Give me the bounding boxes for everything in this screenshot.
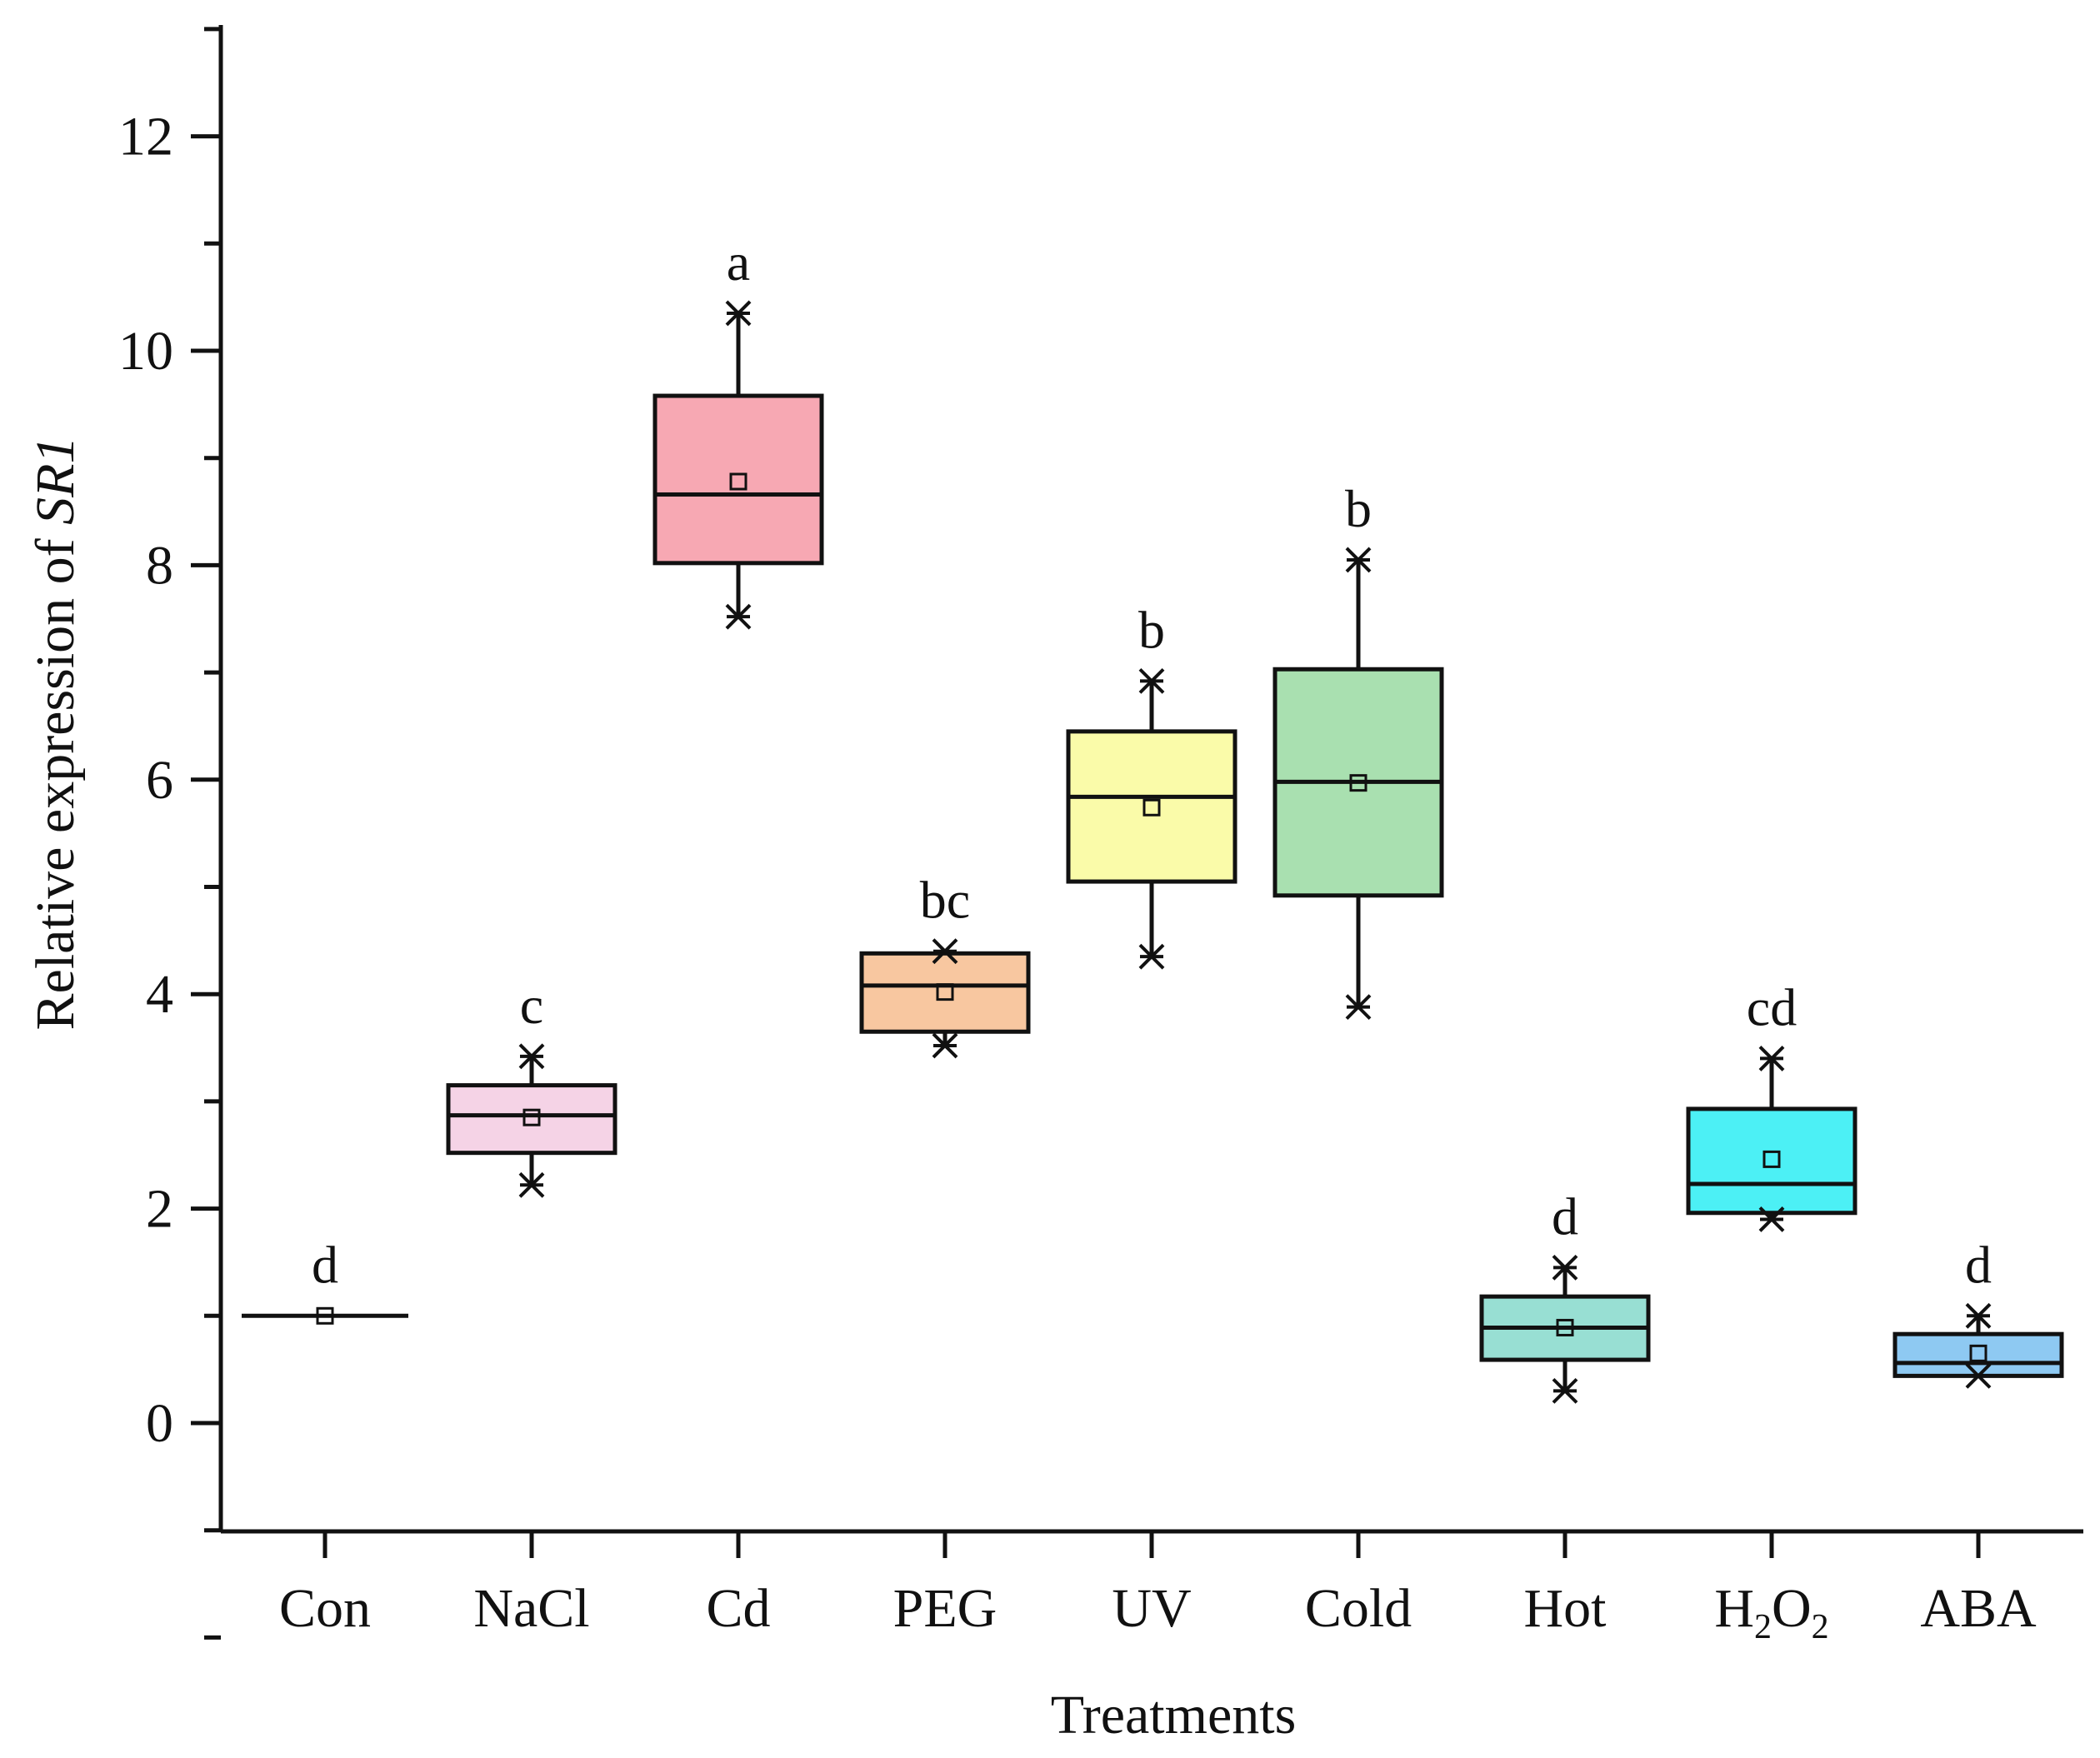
- box-hot: d: [1479, 1186, 1651, 1404]
- significance-label: cd: [1747, 977, 1797, 1036]
- box-peg: bc: [859, 871, 1031, 1059]
- box-uv: b: [1066, 600, 1238, 970]
- y-tick-label: 2: [146, 1179, 173, 1240]
- box-iqr: [1686, 1106, 1858, 1216]
- y-tick-label: 6: [146, 750, 173, 811]
- mean-marker: [1349, 774, 1368, 792]
- mean-marker: [1142, 798, 1161, 817]
- x-tick-label: H2O2: [1714, 1578, 1828, 1646]
- significance-label: d: [1552, 1186, 1578, 1246]
- y-tick-label: 4: [146, 964, 173, 1025]
- mean-marker: [729, 472, 748, 491]
- significance-label: c: [520, 976, 543, 1035]
- box-nacl: c: [446, 976, 618, 1198]
- y-tick-label: 10: [118, 321, 173, 382]
- x-tick-label: PEG: [893, 1578, 998, 1639]
- box-con: d: [242, 1235, 408, 1325]
- significance-label: b: [1138, 600, 1165, 659]
- box-iqr: [1892, 1331, 2064, 1378]
- y-axis-title-prefix: Relative expression of: [25, 525, 86, 1031]
- box-iqr: [652, 393, 824, 566]
- y-tick-label: 12: [118, 107, 173, 167]
- mean-marker: [1969, 1344, 1988, 1362]
- x-tick-label: Hot: [1524, 1578, 1607, 1639]
- x-ticks: Con NaCl Cd PEG UV Cold Hot H2O2 ABA: [279, 1531, 2037, 1646]
- box-iqr: [1066, 729, 1238, 884]
- mean-marker: [522, 1108, 541, 1126]
- y-tick-label: 8: [146, 535, 173, 596]
- box-iqr: [446, 1083, 618, 1156]
- x-tick-label: ABA: [1920, 1578, 2037, 1639]
- box-h: cd: [1686, 977, 1858, 1232]
- y-axis-title: Relative expression of SR1: [25, 437, 86, 1031]
- mean-marker: [1762, 1150, 1781, 1168]
- y-tick-label: 0: [146, 1393, 173, 1454]
- mean-marker: [1556, 1318, 1574, 1336]
- significance-label: a: [727, 232, 750, 292]
- x-tick-label: NaCl: [473, 1578, 589, 1639]
- x-tick-label: Cold: [1305, 1578, 1412, 1639]
- box-iqr: [859, 951, 1031, 1034]
- box-cold: b: [1272, 479, 1444, 1021]
- box-cd: a: [652, 232, 824, 630]
- significance-label: d: [1965, 1235, 1992, 1294]
- x-tick-label: Con: [279, 1578, 371, 1639]
- x-axis-title: Treatments: [1051, 1685, 1297, 1746]
- significance-label: bc: [920, 871, 970, 930]
- significance-label: b: [1345, 479, 1372, 538]
- x-tick-label: Cd: [706, 1578, 770, 1639]
- significance-label: d: [312, 1235, 338, 1294]
- x-tick-label: UV: [1112, 1578, 1191, 1639]
- mean-marker: [316, 1306, 334, 1325]
- y-axis-title-gene: SR1: [25, 437, 86, 525]
- y-ticks: 0 2 4 6 8 10 12: [118, 27, 221, 1640]
- mean-marker: [936, 983, 954, 1001]
- box-aba: d: [1892, 1235, 2064, 1389]
- boxes: d c a bc b b d cd d: [242, 232, 2064, 1404]
